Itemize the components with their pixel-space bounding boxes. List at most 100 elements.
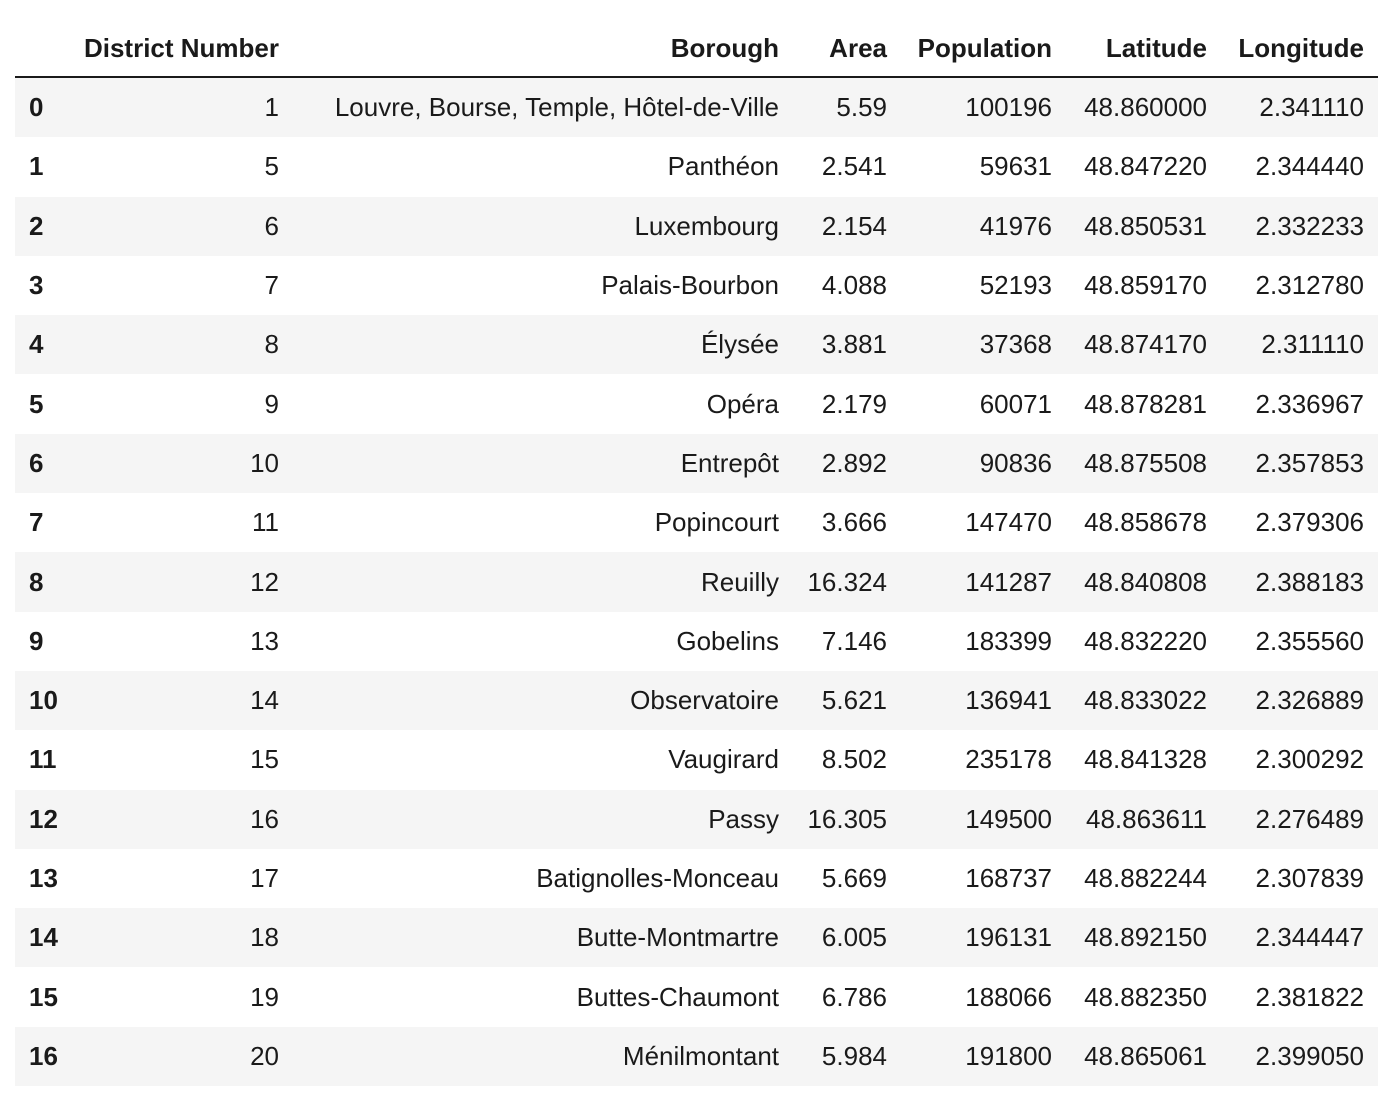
area-cell: 7.146 [821,625,887,656]
borough-cell: Passy [708,803,779,834]
index-cell: 2 [29,210,44,241]
borough-cell: Élysée [700,329,779,360]
population-cell: 52193 [979,270,1052,301]
borough-cell: Butte-Montmartre [576,922,779,953]
table-row: 12 16 Passy 16.305 149500 48.863611 2.276489 [15,789,1378,849]
latitude-cell: 48.860000 [1084,92,1207,123]
table-row: 2 6 Luxembourg 2.154 41976 48.850531 2.332233 [15,196,1378,256]
index-cell: 7 [29,507,44,538]
area-cell: 2.179 [821,388,887,419]
population-cell: 136941 [965,685,1052,716]
table-row: 3 7 Palais-Bourbon 4.088 52193 48.859170 2.312… [15,255,1378,316]
borough-cell: Reuilly [700,566,779,597]
district-number-cell: 8 [264,329,279,360]
area-cell: 16.324 [807,566,887,597]
district-number-cell: 11 [252,507,279,538]
latitude-cell: 48.882350 [1084,981,1207,1012]
index-cell: 12 [29,803,58,834]
area-cell: 5.984 [821,1040,887,1071]
longitude-cell: 2.312780 [1255,270,1364,301]
population-cell: 183399 [965,625,1052,656]
district-number-cell: 18 [250,922,279,953]
table-row: 8 12 Reuilly 16.324 141287 48.840808 2.388183 [15,552,1378,612]
district-number-cell: 7 [264,270,279,301]
index-cell: 8 [29,566,44,597]
area-cell: 2.892 [821,447,887,478]
district-number-cell: 10 [250,447,279,478]
index-cell: 1 [29,151,44,182]
area-cell: 5.669 [821,863,887,893]
borough-column-header: Borough [293,20,793,78]
area-column-header: Area [793,20,901,78]
borough-cell: Popincourt [654,507,779,538]
population-column-header: Population [901,20,1066,78]
district-number-cell: 5 [264,151,279,182]
index-cell: 6 [29,447,44,478]
district-number-cell: 9 [264,388,279,419]
borough-cell: Vaugirard [668,744,779,775]
longitude-cell: 2.381822 [1255,981,1364,1012]
borough-cell: Entrepôt [680,447,779,478]
district-number-cell: 1 [264,92,279,123]
area-cell: 5.621 [821,685,887,716]
population-cell: 90836 [979,447,1052,478]
table-body: 0 1 Louvre, Bourse, Temple, Hôtel-de-Ville… [15,77,1378,1087]
longitude-cell: 2.336967 [1255,388,1364,419]
district-number-cell: 16 [250,803,279,834]
longitude-column-header: Longitude [1221,20,1378,78]
latitude-column-header: Latitude [1066,20,1221,78]
table-row: 9 13 Gobelins 7.146 183399 48.832220 2.355560 [15,611,1378,671]
index-cell: 3 [29,270,44,301]
area-cell: 6.005 [821,922,887,953]
area-cell: 2.541 [821,151,887,182]
borough-cell: Luxembourg [634,210,779,241]
district-number-cell: 14 [250,685,279,716]
table-row: 1 5 Panthéon 2.541 59631 48.847220 2.344440 [15,137,1378,197]
borough-cell: Gobelins [676,625,779,656]
borough-cell: Louvre, Bourse, Temple, Hôtel-de-Ville [334,92,779,123]
latitude-cell: 48.847220 [1084,151,1207,182]
index-cell: 4 [29,329,44,360]
population-cell: 59631 [979,151,1052,182]
index-cell: 10 [29,685,58,716]
district-number-cell: 12 [250,566,279,597]
index-cell: 11 [29,744,57,775]
longitude-cell: 2.307839 [1255,863,1364,893]
index-cell: 16 [29,1040,58,1071]
latitude-cell: 48.840808 [1084,566,1207,597]
population-cell: 141287 [965,566,1052,597]
table-row: 16 20 Ménilmontant 5.984 191800 48.865061 2.39… [15,1026,1378,1087]
longitude-cell: 2.388183 [1255,566,1364,597]
longitude-cell: 2.355560 [1255,625,1364,656]
area-cell: 2.154 [821,210,887,241]
longitude-cell: 2.341110 [1259,92,1364,123]
table-header: District Number Borough Area Population … [15,20,1378,78]
latitude-cell: 48.892150 [1084,922,1207,953]
longitude-cell: 2.311110 [1261,329,1364,360]
latitude-cell: 48.850531 [1084,210,1207,241]
latitude-cell: 48.878281 [1084,388,1207,419]
longitude-cell: 2.332233 [1255,210,1364,241]
district-number-column-header: District Number [75,20,293,78]
index-cell: 0 [29,92,44,123]
longitude-cell: 2.344440 [1255,151,1364,182]
table-row: 13 17 Batignolles-Monceau 5.669 168737 48.882… [15,848,1378,909]
population-cell: 147470 [965,507,1052,538]
area-cell: 3.881 [821,329,887,360]
latitude-cell: 48.859170 [1084,270,1207,301]
longitude-cell: 2.276489 [1255,803,1364,834]
data-table: District Number Borough Area Population … [15,20,1378,1087]
table-row: 6 10 Entrepôt 2.892 90836 48.875508 2.357853 [15,433,1378,494]
population-cell: 60071 [979,388,1052,419]
table-row: 15 19 Buttes-Chaumont 6.786 188066 48.882350 2… [15,967,1378,1027]
population-cell: 196131 [965,922,1052,953]
index-cell: 9 [29,625,44,656]
population-cell: 188066 [965,981,1052,1012]
longitude-cell: 2.326889 [1255,685,1364,716]
borough-cell: Panthéon [667,151,779,182]
table-row: 4 8 Élysée 3.881 37368 48.874170 2.311110 [15,315,1378,375]
index-cell: 13 [29,863,58,893]
borough-cell: Batignolles-Monceau [536,863,779,893]
table-row: 0 1 Louvre, Bourse, Temple, Hôtel-de-Ville… [15,77,1378,138]
table-row: 7 11 Popincourt 3.666 147470 48.858678 2.37930… [15,493,1378,553]
